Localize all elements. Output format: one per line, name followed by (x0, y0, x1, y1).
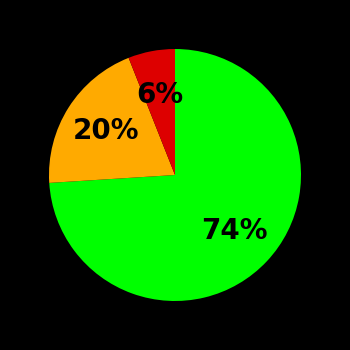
Text: 6%: 6% (136, 80, 183, 108)
Text: 20%: 20% (72, 117, 139, 145)
Wedge shape (128, 49, 175, 175)
Wedge shape (49, 58, 175, 183)
Wedge shape (49, 49, 301, 301)
Text: 74%: 74% (202, 217, 268, 245)
